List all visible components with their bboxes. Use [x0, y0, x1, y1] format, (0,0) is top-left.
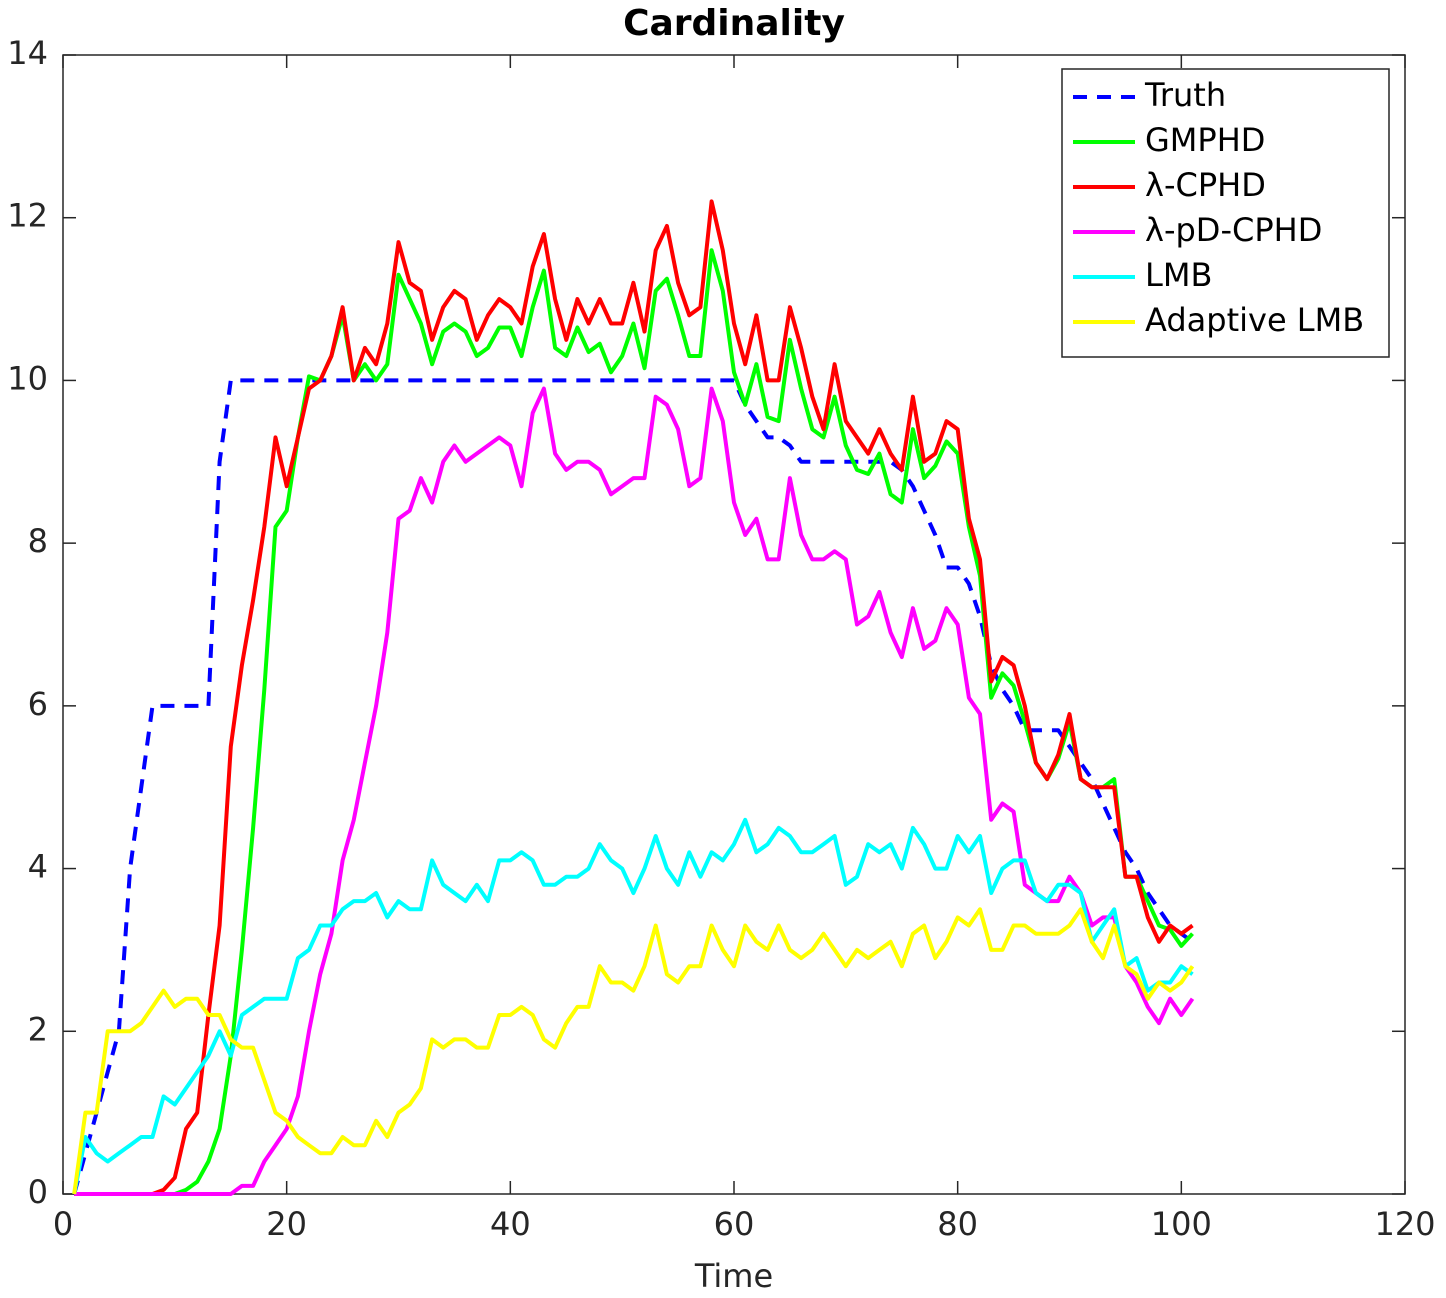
y-tick-label: 6: [28, 685, 48, 723]
y-tick-label: 10: [7, 359, 48, 397]
series-line: [72, 817, 1194, 1195]
legend-label: LMB: [1145, 256, 1212, 294]
x-tick-label: 20: [266, 1205, 307, 1243]
series-line: [74, 199, 1194, 1196]
x-tick-label: 100: [1151, 1205, 1212, 1243]
legend-label: λ-pD-CPHD: [1145, 211, 1322, 249]
legend-label: λ-CPHD: [1145, 166, 1266, 204]
series-line: [72, 907, 1195, 1195]
x-tick-label: 120: [1374, 1205, 1435, 1243]
chart-title: Cardinality: [623, 3, 845, 44]
x-tick-label: 60: [714, 1205, 755, 1243]
y-tick-label: 4: [28, 848, 48, 886]
legend-box: [1061, 68, 1390, 358]
legend-label: Truth: [1144, 76, 1226, 114]
x-axis-label: Time: [694, 1257, 773, 1295]
y-tick-label: 14: [7, 34, 48, 72]
y-tick-label: 0: [28, 1173, 48, 1211]
y-tick-label: 8: [28, 522, 48, 560]
y-tick-label: 12: [7, 197, 48, 235]
x-tick-label: 40: [490, 1205, 531, 1243]
series-line: [74, 248, 1194, 1196]
y-tick-label: 2: [28, 1010, 48, 1048]
series-line: [72, 378, 1194, 1195]
series-line: [74, 386, 1195, 1196]
legend-label: Adaptive LMB: [1145, 301, 1364, 339]
x-tick-label: 80: [937, 1205, 978, 1243]
legend-label: GMPHD: [1145, 121, 1265, 159]
x-tick-label: 0: [53, 1205, 73, 1243]
